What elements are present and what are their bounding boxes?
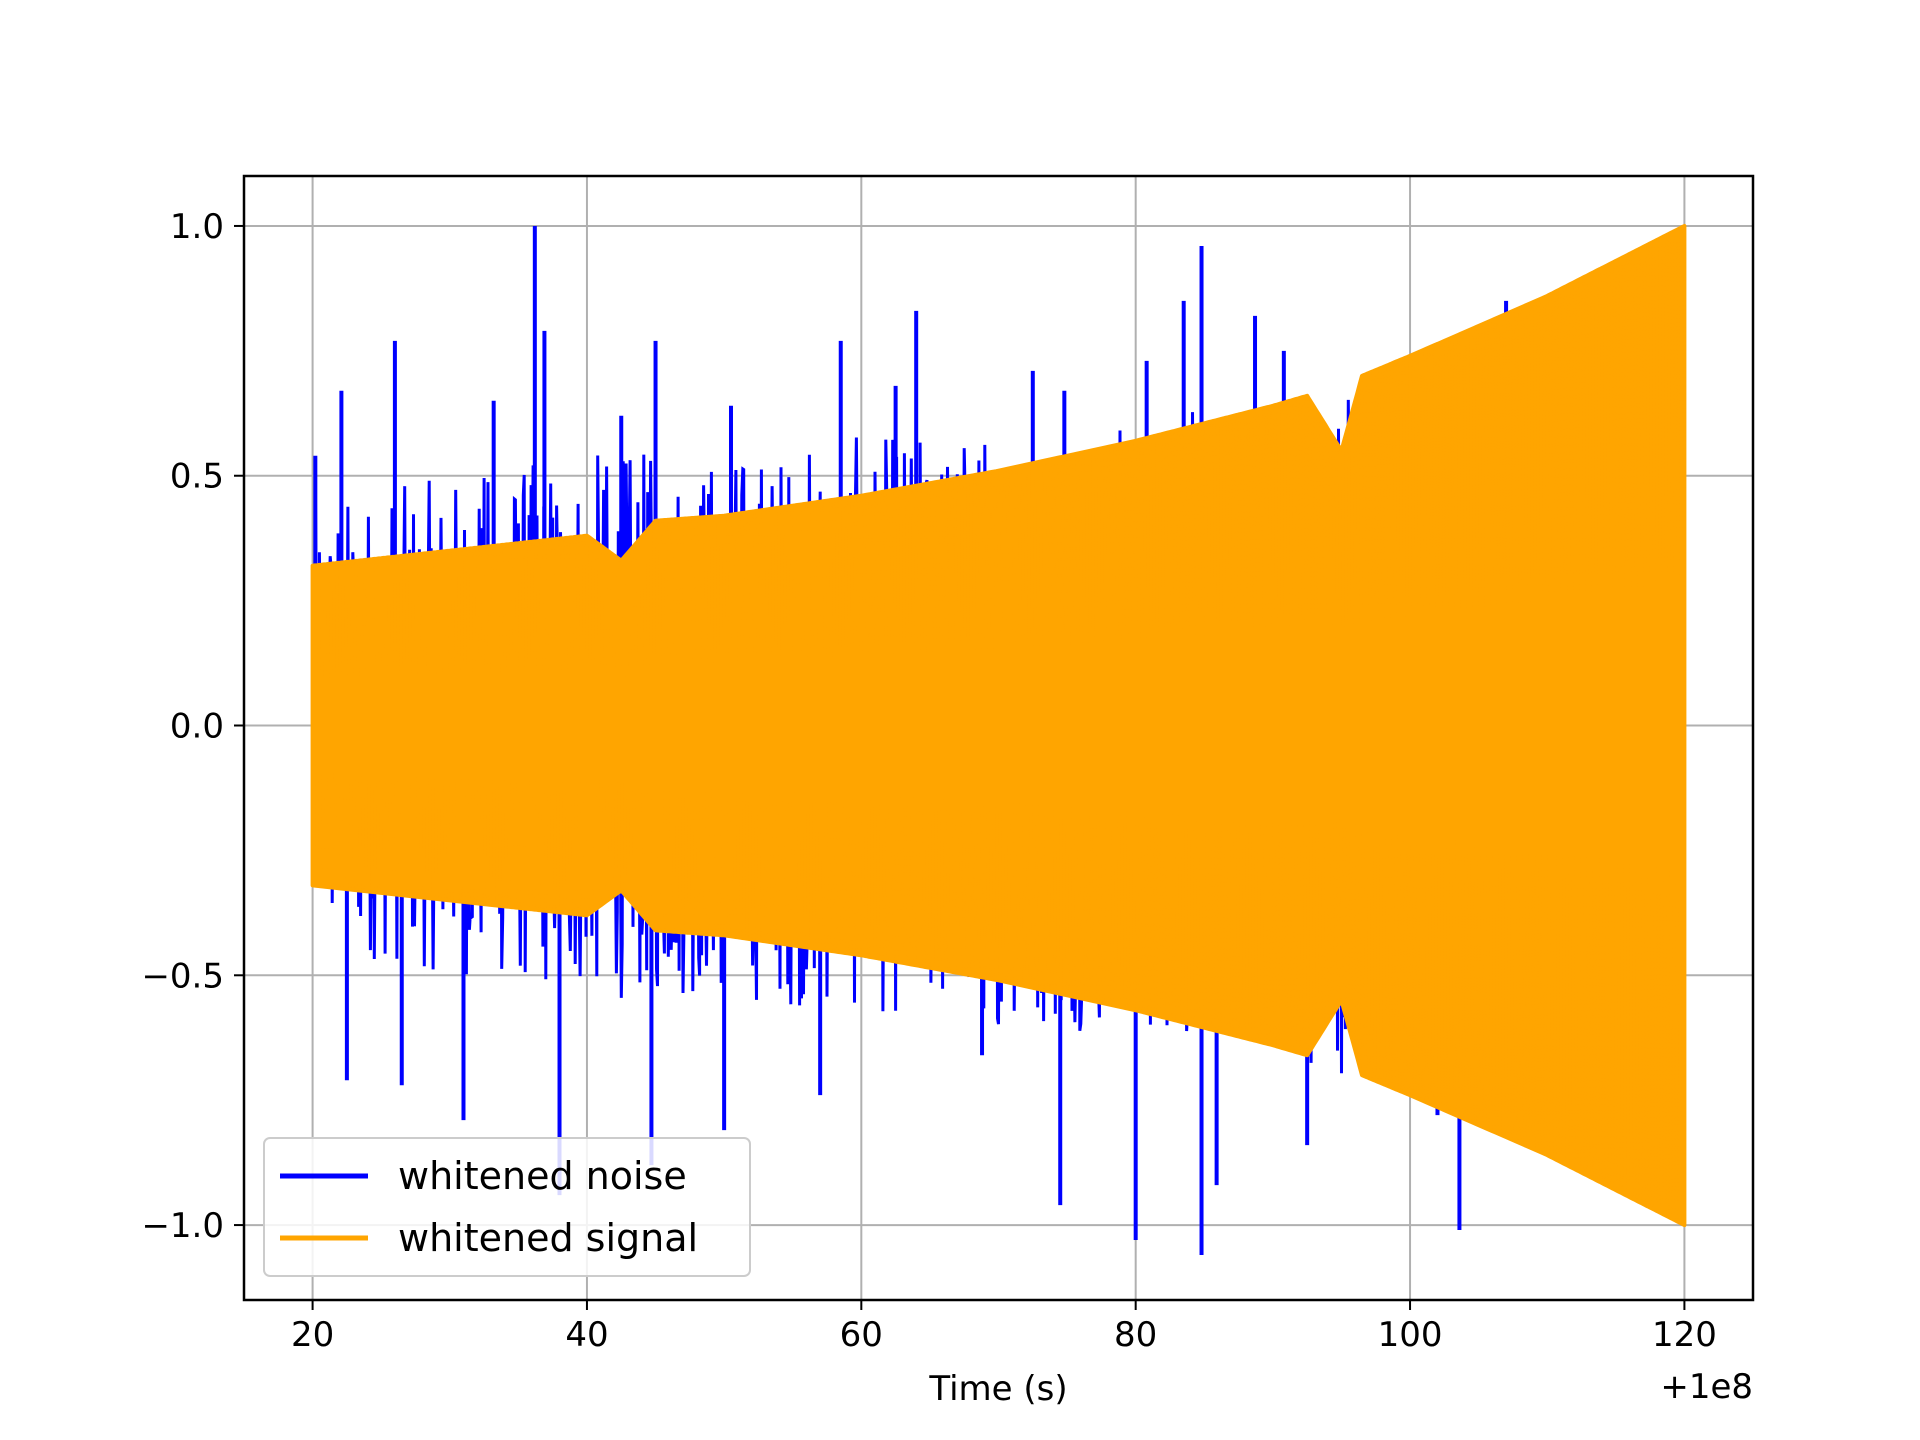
series-whitened-signal	[310, 224, 1687, 1228]
x-tick-label: 60	[840, 1315, 883, 1355]
legend-signal-label: whitened signal	[398, 1216, 698, 1260]
x-axis-offset-label: +1e8	[1660, 1367, 1753, 1407]
axes-frame	[242, 174, 1755, 1302]
x-tick-label: 100	[1378, 1315, 1443, 1355]
x-tick-label: 20	[291, 1315, 334, 1355]
x-tick-label: 80	[1114, 1315, 1157, 1355]
y-axis: −1.0 −0.5 0.0 0.5 1.0	[141, 207, 244, 1246]
legend-noise-label: whitened noise	[398, 1154, 687, 1198]
y-tick-label: 0.5	[170, 457, 224, 497]
x-tick-label: 120	[1652, 1315, 1717, 1355]
plot-area	[310, 224, 1687, 1256]
legend-box	[263, 1137, 751, 1277]
y-tick-label: 0.0	[170, 707, 224, 747]
x-tick-label: 40	[565, 1315, 608, 1355]
signal-line	[311, 227, 1686, 1224]
y-tick-label: −1.0	[141, 1206, 224, 1246]
y-tick-label: 1.0	[170, 207, 224, 247]
y-tick-label: −0.5	[141, 956, 224, 996]
legend: whitened noise whitened signal	[263, 1137, 751, 1277]
x-axis: 20 40 60 80 100 120	[291, 1300, 1717, 1355]
x-axis-label: Time (s)	[928, 1369, 1067, 1409]
